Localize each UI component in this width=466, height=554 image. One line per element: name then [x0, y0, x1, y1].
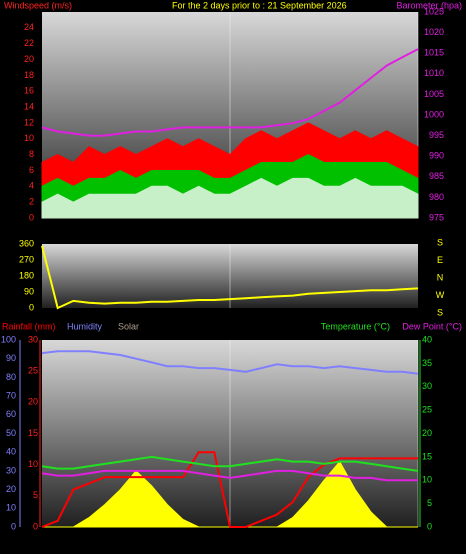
legend-label: Temperature (°C) [321, 321, 390, 331]
y-tick-label: 0 [11, 521, 16, 531]
y-tick-label: 80 [6, 372, 16, 382]
y-tick-label: 18 [24, 70, 34, 80]
y-tick-label: 10 [6, 503, 16, 513]
y-tick-label: 40 [6, 447, 16, 457]
x-tick-label: Day 20 [216, 225, 245, 235]
y-tick-label: 980 [429, 192, 444, 202]
y-tick-label: 12 [24, 117, 34, 127]
y-tick-label: 100 [1, 334, 16, 344]
x-tick-label: Day 21 [392, 225, 421, 235]
y-tick-label: 30 [6, 465, 16, 475]
direction-label: N [437, 272, 444, 282]
chart-title: For the 2 days prior to : 21 September 2… [172, 0, 347, 10]
y-tick-label: 0 [29, 302, 34, 312]
y-tick-label: 0 [29, 212, 34, 222]
y-tick-label: 1005 [424, 89, 444, 99]
y-tick-label: 90 [24, 286, 34, 296]
y2-axis-title: Barometer (hpa) [396, 0, 462, 10]
series-line [41, 48, 419, 137]
y-tick-label: 14 [24, 101, 34, 111]
y-tick-label: 90 [6, 353, 16, 363]
legend-label: Solar [118, 321, 139, 331]
series-area [41, 177, 419, 219]
y-tick-label: 60 [6, 409, 16, 419]
series-line [41, 455, 419, 472]
direction-label: E [437, 255, 443, 265]
y-tick-label: 995 [429, 130, 444, 140]
direction-label: W [436, 290, 445, 300]
y-tick-label: 360 [19, 238, 34, 248]
y-tick-label: 50 [6, 428, 16, 438]
y-tick-label: 180 [19, 270, 34, 280]
y-tick-label: 990 [429, 151, 444, 161]
y-tick-label: 20 [422, 428, 432, 438]
y-tick-label: 1025 [424, 6, 444, 16]
y-tick-label: 6 [29, 165, 34, 175]
series-line [41, 245, 419, 310]
y-tick-label: 70 [6, 390, 16, 400]
series-line [41, 469, 418, 482]
legend-label: Dew Point (°C) [402, 321, 462, 331]
y-tick-label: 8 [29, 149, 34, 159]
series-line [41, 451, 418, 528]
y-tick-label: 20 [24, 54, 34, 64]
y-tick-label: 15 [28, 428, 38, 438]
x-tick-label: Day 20 [216, 534, 245, 544]
y-tick-label: 5 [427, 498, 432, 508]
y-tick-label: 25 [422, 405, 432, 415]
y-tick-label: 10 [422, 475, 432, 485]
legend-label: Rainfall (mm) [2, 321, 56, 331]
y-tick-label: 5 [33, 490, 38, 500]
y-tick-label: 35 [422, 358, 432, 368]
y-tick-label: 1015 [424, 48, 444, 58]
y-tick-label: 0 [427, 521, 432, 531]
y-tick-label: 270 [19, 254, 34, 264]
y-tick-label: 20 [28, 397, 38, 407]
y-tick-label: 30 [28, 334, 38, 344]
y-tick-label: 10 [24, 133, 34, 143]
y-tick-label: 10 [28, 459, 38, 469]
y-tick-label: 24 [24, 22, 34, 32]
y-tick-label: 975 [429, 212, 444, 222]
y-tick-label: 0 [33, 521, 38, 531]
y-tick-label: 1010 [424, 68, 444, 78]
y-tick-label: 40 [422, 334, 432, 344]
y-axis-title: Windspeed (m/s) [4, 0, 72, 10]
y-tick-label: 1000 [424, 109, 444, 119]
direction-label: S [437, 237, 443, 247]
y-tick-label: 16 [24, 86, 34, 96]
y-tick-label: 1020 [424, 27, 444, 37]
y-tick-label: 20 [6, 484, 16, 494]
y-tick-label: 25 [28, 366, 38, 376]
y-tick-label: 985 [429, 171, 444, 181]
y-tick-label: 2 [29, 197, 34, 207]
x-tick-label: Day 21 [392, 534, 421, 544]
y-tick-label: 15 [422, 451, 432, 461]
legend-label: Humidity [67, 321, 103, 331]
y-tick-label: 4 [29, 181, 34, 191]
y-tick-label: 30 [422, 381, 432, 391]
series-line [41, 350, 419, 375]
y-tick-label: 22 [24, 38, 34, 48]
direction-label: S [437, 307, 443, 317]
